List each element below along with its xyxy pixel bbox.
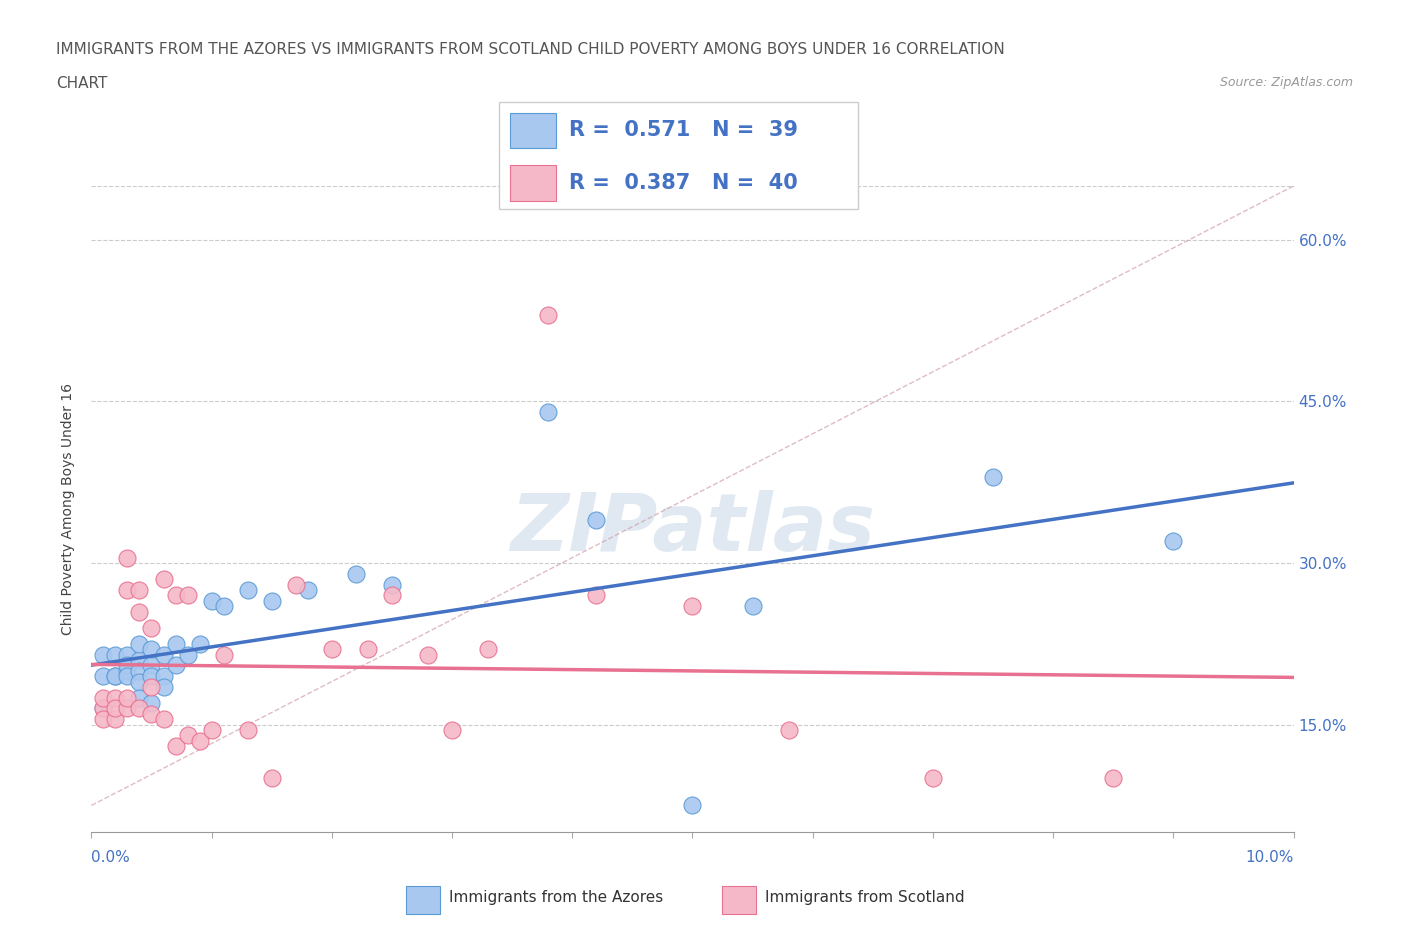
Point <box>1161 534 1184 549</box>
Point <box>141 707 163 722</box>
Point <box>117 690 139 705</box>
Point <box>104 647 127 662</box>
Point <box>357 642 380 657</box>
Point <box>117 669 139 684</box>
Text: Immigrants from the Azores: Immigrants from the Azores <box>450 890 664 905</box>
Point <box>477 642 499 657</box>
Point <box>176 588 198 603</box>
Point <box>152 669 174 684</box>
Point <box>381 578 404 592</box>
Text: IMMIGRANTS FROM THE AZORES VS IMMIGRANTS FROM SCOTLAND CHILD POVERTY AMONG BOYS : IMMIGRANTS FROM THE AZORES VS IMMIGRANTS… <box>56 42 1005 57</box>
Point <box>128 690 150 705</box>
Bar <box>510 113 557 148</box>
Point <box>141 669 163 684</box>
Point <box>141 696 163 711</box>
Point <box>741 599 763 614</box>
Point <box>141 620 163 635</box>
Point <box>681 599 703 614</box>
Point <box>93 690 115 705</box>
Point <box>117 647 139 662</box>
Point <box>297 582 319 597</box>
Point <box>778 723 800 737</box>
Point <box>165 636 187 651</box>
Point <box>152 572 174 587</box>
Point <box>188 636 211 651</box>
Point <box>176 647 198 662</box>
Point <box>128 701 150 716</box>
Point <box>117 701 139 716</box>
Point <box>260 593 283 608</box>
Y-axis label: Child Poverty Among Boys Under 16: Child Poverty Among Boys Under 16 <box>62 383 76 635</box>
Point <box>537 308 560 323</box>
Point <box>93 711 115 726</box>
Point <box>128 636 150 651</box>
Text: CHART: CHART <box>56 76 108 91</box>
Text: Source: ZipAtlas.com: Source: ZipAtlas.com <box>1219 76 1353 89</box>
Bar <box>510 166 557 201</box>
Point <box>212 599 235 614</box>
Point <box>344 566 367 581</box>
Point <box>141 658 163 672</box>
Point <box>212 647 235 662</box>
Point <box>922 771 945 786</box>
Point <box>201 593 224 608</box>
Point <box>104 669 127 684</box>
Point <box>93 669 115 684</box>
Point <box>284 578 307 592</box>
Point <box>128 582 150 597</box>
Point <box>152 647 174 662</box>
Point <box>117 658 139 672</box>
Point <box>141 680 163 695</box>
Point <box>681 798 703 813</box>
Point <box>201 723 224 737</box>
Point <box>165 658 187 672</box>
Point <box>152 680 174 695</box>
Point <box>165 588 187 603</box>
Point <box>236 582 259 597</box>
Point <box>537 405 560 419</box>
Point <box>188 734 211 749</box>
Point <box>93 701 115 716</box>
Bar <box>406 885 440 913</box>
Point <box>104 690 127 705</box>
Point <box>176 728 198 743</box>
Point <box>104 701 127 716</box>
Text: Immigrants from Scotland: Immigrants from Scotland <box>765 890 965 905</box>
Point <box>260 771 283 786</box>
FancyBboxPatch shape <box>499 102 858 209</box>
Text: ZIPatlas: ZIPatlas <box>510 489 875 567</box>
Point <box>117 582 139 597</box>
Point <box>117 663 139 678</box>
Point <box>440 723 463 737</box>
Point <box>93 701 115 716</box>
Point <box>104 669 127 684</box>
Text: 0.0%: 0.0% <box>91 850 131 865</box>
Point <box>416 647 439 662</box>
Point <box>585 588 607 603</box>
Point <box>236 723 259 737</box>
Point <box>104 711 127 726</box>
Point <box>128 653 150 668</box>
Point <box>381 588 404 603</box>
Point <box>981 470 1004 485</box>
Point <box>1102 771 1125 786</box>
Point <box>128 604 150 619</box>
Point <box>165 738 187 753</box>
Text: R =  0.387   N =  40: R = 0.387 N = 40 <box>569 172 797 193</box>
Point <box>141 642 163 657</box>
Point <box>152 711 174 726</box>
Point <box>585 512 607 527</box>
Point <box>321 642 343 657</box>
Text: 10.0%: 10.0% <box>1246 850 1294 865</box>
Bar <box>721 885 755 913</box>
Point <box>117 551 139 565</box>
Text: R =  0.571   N =  39: R = 0.571 N = 39 <box>569 120 799 140</box>
Point <box>93 647 115 662</box>
Point <box>128 674 150 689</box>
Point <box>128 663 150 678</box>
